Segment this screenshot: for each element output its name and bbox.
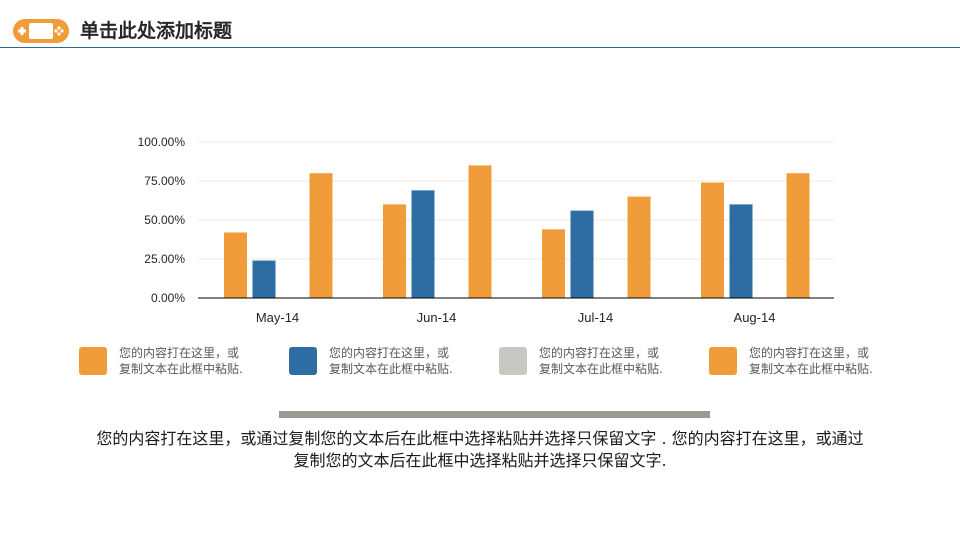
- header-divider: [0, 47, 960, 48]
- bar: [627, 196, 651, 298]
- page-title: 单击此处添加标题: [80, 20, 233, 42]
- legend-label-2: 您的内容打在这里，或 复制文本在此框中粘贴.: [329, 346, 453, 376]
- legend-swatch-3: [499, 347, 527, 375]
- y-tick-label: 100.00%: [138, 135, 186, 149]
- bar: [224, 232, 247, 298]
- bar: [468, 165, 492, 298]
- legend-label-1: 您的内容打在这里，或 复制文本在此框中粘贴.: [119, 346, 243, 376]
- section-divider: [279, 411, 710, 418]
- legend-swatch-2: [289, 347, 317, 375]
- legend-item-4: 您的内容打在这里，或 复制文本在此框中粘贴.: [709, 345, 909, 379]
- bar-chart: 0.00% 25.00% 50.00% 75.00% 100.00% May-14 Jun-…: [138, 135, 834, 325]
- body-paragraph: 您的内容打在这里，或通过复制您的文本后在此框中选择粘贴并选择只保留文字 . 您的…: [96, 429, 864, 470]
- x-tick-label: Jun-14: [417, 310, 457, 325]
- bar: [383, 204, 406, 298]
- y-tick-label: 50.00%: [144, 213, 185, 227]
- legend-item-2: 您的内容打在这里，或 复制文本在此框中粘贴.: [289, 345, 489, 379]
- bar: [542, 229, 565, 298]
- y-tick-label: 25.00%: [144, 252, 185, 266]
- legend-swatch-1: [79, 347, 107, 375]
- gamepad-icon: [13, 19, 69, 43]
- bar: [786, 173, 810, 298]
- bar: [729, 204, 753, 298]
- x-tick-label: May-14: [256, 310, 299, 325]
- legend-item-1: 您的内容打在这里，或 复制文本在此框中粘贴.: [79, 345, 279, 379]
- x-tick-label: Jul-14: [578, 310, 613, 325]
- legend-label-3: 您的内容打在这里，或 复制文本在此框中粘贴.: [539, 346, 663, 376]
- bar: [570, 210, 594, 298]
- y-tick-label: 75.00%: [144, 174, 185, 188]
- bar: [309, 173, 333, 298]
- bar: [252, 260, 276, 298]
- legend-label-4: 您的内容打在这里，或 复制文本在此框中粘贴.: [749, 346, 873, 376]
- x-tick-label: Aug-14: [734, 310, 776, 325]
- legend-swatch-4: [709, 347, 737, 375]
- legend-item-3: 您的内容打在这里，或 复制文本在此框中粘贴.: [499, 345, 699, 379]
- bar: [411, 190, 435, 298]
- bar: [701, 182, 724, 298]
- y-tick-label: 0.00%: [151, 291, 185, 305]
